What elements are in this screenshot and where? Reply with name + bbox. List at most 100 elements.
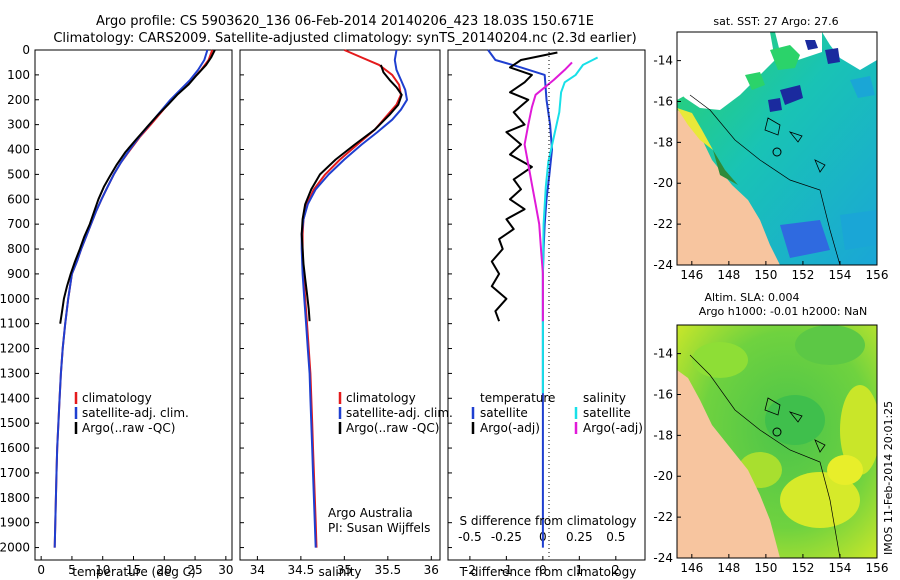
legend-label: satellite-adj. clim. (82, 406, 189, 420)
depth-axis: 0 100 200 300 400 500 600 700 800 900 1000 1100 1200… (0, 43, 452, 555)
depth-tick-label: 900 (7, 267, 30, 281)
difference-x-ticks: -2 -1 0 1 2-0.5 -0.25 0 0.25 0.5 (458, 530, 625, 577)
salinity-x-label: salinity (318, 565, 361, 579)
depth-tick-label: 100 (7, 68, 30, 82)
map-x-tick-label: 150 (754, 561, 777, 575)
x-tick-label: 20 (157, 563, 172, 577)
figure-title-line-1: Argo profile: CS 5903620_136 06-Feb-2014… (96, 14, 594, 29)
map-x-tick-label: 150 (754, 268, 777, 282)
sla-map-ticks: 146 148 150 152 154 156 -14 -16 -18 -20 -22 -24 (653, 347, 888, 575)
depth-tick-label: 700 (7, 217, 30, 231)
temperature-legend: climatology satellite-adj. clim. Argo(..… (74, 391, 189, 435)
depth-tick-label: 1400 (0, 391, 30, 405)
x-tick-label: 10 (95, 563, 110, 577)
map-x-tick-label: 148 (717, 268, 740, 282)
salinity-legend: climatology satellite-adj. clim. Argo(..… (338, 391, 453, 435)
imos-timestamp: IMOS 11-Feb-2014 20:01:25 (882, 401, 895, 555)
difference-legend: temperature salinity satellite Argo(-adj… (471, 391, 643, 435)
top-x-tick-label: -0.25 (491, 530, 522, 544)
top-x-tick-label: 0.25 (566, 530, 593, 544)
depth-tick-label: 0 (22, 43, 30, 57)
sla-map-image (677, 325, 877, 558)
series-line-t-satellite (487, 49, 553, 548)
sst-map-image (677, 32, 877, 265)
map-y-tick-label: -16 (653, 387, 673, 401)
x-tick-label: 35 (337, 563, 352, 577)
map-y-tick-label: -14 (653, 54, 673, 68)
series-line-satellite-adj-clim- (300, 49, 408, 548)
map-x-tick-label: 148 (717, 561, 740, 575)
series-line-argo-raw-qc- (300, 64, 403, 322)
temperature-x-ticks: 0 5 10 15 20 25 30 (37, 556, 233, 577)
map-y-tick-label: -24 (653, 551, 673, 565)
map-x-tick-label: 156 (866, 268, 889, 282)
depth-tick-label: 800 (7, 242, 30, 256)
map-y-tick-label: -20 (653, 469, 673, 483)
series-line-argo-raw-qc- (59, 49, 216, 324)
map-x-tick-label: 146 (680, 561, 703, 575)
legend-label: climatology (346, 391, 416, 405)
map-y-tick-label: -22 (653, 217, 673, 231)
map-y-tick-label: -16 (653, 94, 673, 108)
map-y-tick-label: -20 (653, 176, 673, 190)
series-line-t-argo-adj- (490, 51, 558, 322)
legend-label: satellite (480, 406, 528, 420)
depth-tick-label: 1100 (0, 317, 30, 331)
x-tick-label: 2 (612, 563, 620, 577)
legend-title-temperature: temperature (480, 391, 555, 405)
map-x-tick-label: 152 (791, 268, 814, 282)
depth-tick-label: 500 (7, 167, 30, 181)
top-x-tick-label: 0.5 (606, 530, 625, 544)
top-x-tick-label: -0.5 (458, 530, 481, 544)
x-tick-label: 0 (539, 563, 547, 577)
x-tick-label: 15 (126, 563, 141, 577)
legend-label: Argo(..raw -QC) (346, 421, 439, 435)
x-tick-label: 1 (576, 563, 584, 577)
sst-map-ticks: 146 148 150 152 154 156 -14 -16 -18 -20 -22 -24 (653, 54, 888, 282)
x-tick-label: 34.5 (288, 563, 315, 577)
depth-tick-label: 1700 (0, 466, 30, 480)
map-y-tick-label: -24 (653, 258, 673, 272)
depth-tick-label: 1800 (0, 491, 30, 505)
series-line-s-satellite (541, 56, 599, 394)
x-tick-label: 0 (37, 563, 45, 577)
x-tick-label: -2 (464, 563, 476, 577)
salinity-panel-frame (239, 49, 441, 561)
x-tick-label: -1 (500, 563, 512, 577)
salinity-series (300, 49, 408, 548)
map-x-tick-label: 156 (866, 561, 889, 575)
map-y-tick-label: -14 (653, 347, 673, 361)
depth-tick-label: 1500 (0, 416, 30, 430)
difference-x-label: T difference from climatology (459, 565, 637, 579)
temperature-panel-frame (34, 49, 233, 561)
sla-map-frame (676, 324, 878, 559)
salinity-x-ticks: 34 34.5 35 35.5 36 (250, 556, 439, 577)
legend-label: Argo(-adj) (583, 421, 643, 435)
x-tick-label: 30 (218, 563, 233, 577)
sla-map-title-1: Altim. SLA: 0.004 (704, 291, 799, 304)
map-y-tick-label: -22 (653, 510, 673, 524)
map-x-tick-label: 154 (829, 561, 852, 575)
legend-label: climatology (82, 391, 152, 405)
x-tick-label: 35.5 (374, 563, 401, 577)
sst-map-title: sat. SST: 27 Argo: 27.6 (713, 15, 838, 28)
map-x-tick-label: 154 (829, 268, 852, 282)
pi-label: PI: Susan Wijffels (328, 521, 430, 535)
legend-title-salinity: salinity (583, 391, 626, 405)
map-y-tick-label: -18 (653, 428, 673, 442)
legend-label: satellite (583, 406, 631, 420)
depth-tick-label: 1600 (0, 441, 30, 455)
difference-top-x-label: S difference from climatology (460, 514, 637, 528)
depth-tick-label: 300 (7, 118, 30, 132)
difference-series (487, 49, 599, 548)
depth-tick-label: 1300 (0, 366, 30, 380)
x-tick-label: 36 (424, 563, 439, 577)
depth-tick-label: 1900 (0, 516, 30, 530)
x-tick-label: 34 (250, 563, 265, 577)
difference-panel-frame (447, 49, 646, 561)
figure-title-line-2: Climatology: CARS2009. Satellite-adjuste… (53, 31, 636, 46)
temperature-series (53, 49, 216, 548)
x-tick-label: 5 (68, 563, 76, 577)
map-x-tick-label: 146 (680, 268, 703, 282)
